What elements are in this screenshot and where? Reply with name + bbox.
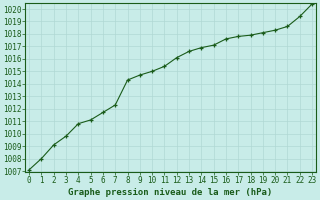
X-axis label: Graphe pression niveau de la mer (hPa): Graphe pression niveau de la mer (hPa) — [68, 188, 273, 197]
